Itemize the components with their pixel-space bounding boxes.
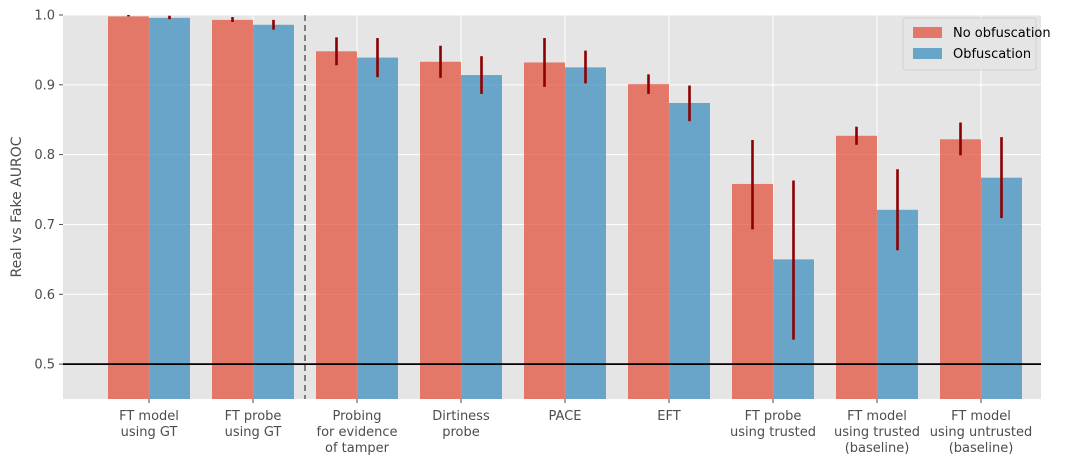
legend-label-obfuscation: Obfuscation xyxy=(953,47,1031,62)
x-tick-label: FT probe using trusted xyxy=(730,409,816,440)
bar-no-obfuscation xyxy=(940,139,981,399)
bar-obfuscation xyxy=(461,75,502,399)
bar-obfuscation xyxy=(357,57,398,400)
x-tick-label: FT model using GT xyxy=(119,409,179,440)
x-tick-label: EFT xyxy=(657,409,680,424)
legend-swatch-no-obfuscation xyxy=(913,27,942,38)
y-tick-label: 0.7 xyxy=(34,218,55,233)
overlay-lines xyxy=(63,15,1041,399)
bar-no-obfuscation xyxy=(108,16,149,400)
y-axis-label: Real vs Fake AUROC xyxy=(9,136,25,277)
bar-no-obfuscation xyxy=(628,84,669,400)
x-tick-label: PACE xyxy=(549,409,582,424)
x-axis-ticks: FT model using GT FT probe using GT Probing f… xyxy=(119,399,1032,456)
x-tick-label: Dirtiness probe xyxy=(432,409,490,440)
y-tick-label: 0.9 xyxy=(34,78,55,93)
bars xyxy=(108,16,1022,400)
y-tick-label: 0.8 xyxy=(34,148,55,163)
bar-no-obfuscation xyxy=(836,135,877,399)
x-tick-label: FT model using trusted (baseline) xyxy=(834,409,920,456)
bar-obfuscation xyxy=(669,102,710,399)
x-tick-label: FT probe using GT xyxy=(225,409,282,440)
bar-obfuscation xyxy=(149,17,190,400)
bar-no-obfuscation xyxy=(212,19,253,400)
y-tick-label: 1.0 xyxy=(34,9,55,24)
error-bars xyxy=(127,15,1003,340)
legend-label-no-obfuscation: No obfuscation xyxy=(953,26,1051,41)
x-tick-label: Probing for evidence of tamper xyxy=(317,409,398,456)
y-tick-label: 0.5 xyxy=(34,358,55,373)
y-axis-ticks: 0.5 0.6 0.7 0.8 0.9 1.0 xyxy=(34,9,63,373)
y-tick-label: 0.6 xyxy=(34,288,55,303)
bar-obfuscation xyxy=(565,67,606,399)
bar-no-obfuscation xyxy=(524,62,565,399)
bar-no-obfuscation xyxy=(420,61,461,399)
legend: No obfuscation Obfuscation xyxy=(902,17,1051,71)
bar-obfuscation xyxy=(253,24,294,400)
x-tick-label: FT model using untrusted (baseline) xyxy=(930,409,1033,456)
bar-no-obfuscation xyxy=(316,51,357,400)
legend-swatch-obfuscation xyxy=(913,48,942,59)
